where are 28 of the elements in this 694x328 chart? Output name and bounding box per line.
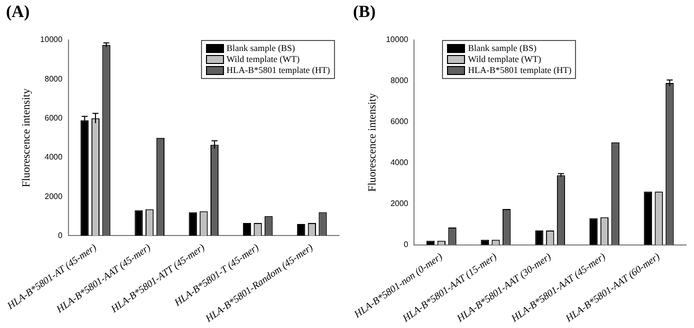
legend-label: Blank sample (BS) xyxy=(468,43,536,54)
y-tick-label: 6000 xyxy=(390,117,409,126)
bar xyxy=(188,212,197,236)
bar xyxy=(644,192,652,245)
bar xyxy=(80,120,89,236)
y-axis-title: Fluorescence intensity xyxy=(20,88,32,188)
y-axis-title: Fluorescence intensity xyxy=(366,92,378,192)
y-tick-label: 10000 xyxy=(40,35,63,44)
y-tick-label: 8000 xyxy=(44,74,63,84)
y-tick-label: 2000 xyxy=(44,192,63,201)
chart-title: (B) xyxy=(353,2,376,22)
legend-label: Wild template (WT) xyxy=(468,54,542,65)
y-tick-label: 6000 xyxy=(44,113,63,122)
y-tick-label: 0 xyxy=(58,230,63,240)
legend-label: Wild template (WT) xyxy=(226,54,300,65)
legend-label: HLA-B*5801 template (HT) xyxy=(468,65,572,76)
bar xyxy=(535,230,544,245)
bar xyxy=(590,218,598,245)
y-tick-label: 0 xyxy=(404,240,409,250)
y-tick-label: 4000 xyxy=(44,152,63,162)
legend-label: HLA-B*5801 template (HT) xyxy=(226,65,330,76)
y-tick-label: 10000 xyxy=(386,35,409,44)
y-tick-label: 8000 xyxy=(390,76,409,86)
bar xyxy=(134,210,143,236)
y-tick-label: 4000 xyxy=(390,158,409,168)
legend-label: Blank sample (BS) xyxy=(226,43,296,54)
chart-title: (A) xyxy=(6,2,30,22)
y-tick-label: 2000 xyxy=(390,199,409,208)
